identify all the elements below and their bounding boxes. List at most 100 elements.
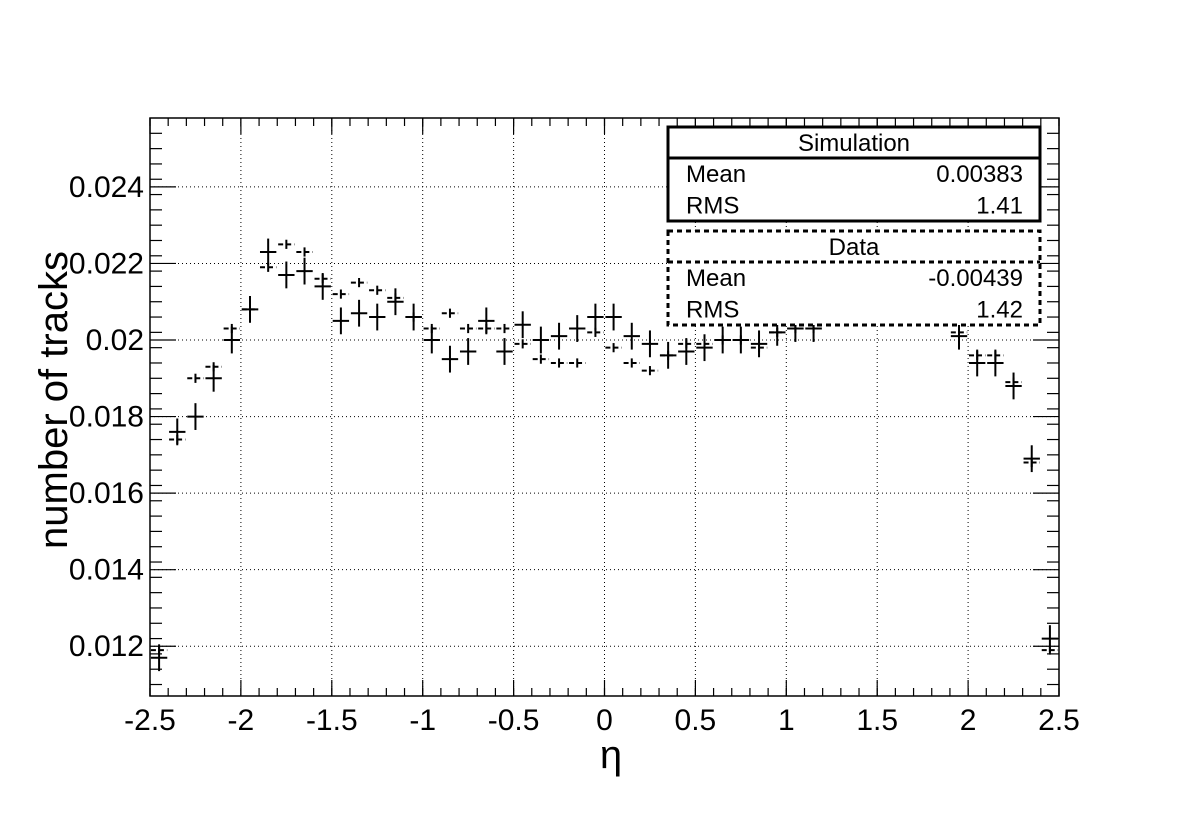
simulation-point <box>623 322 640 350</box>
y-tick-label: 0.014 <box>69 554 144 587</box>
x-tick-label: -2.5 <box>124 704 176 737</box>
data-point <box>805 323 822 334</box>
data-point <box>987 350 1004 360</box>
data-point <box>678 339 695 349</box>
data-point <box>205 362 222 372</box>
data-point <box>623 358 640 368</box>
data-point <box>587 327 604 337</box>
y-tick-label: 0.022 <box>69 247 144 280</box>
x-tick-label: 2 <box>960 704 977 737</box>
data-point <box>950 327 968 337</box>
data-point <box>514 339 531 349</box>
data-point <box>459 323 477 334</box>
data-point <box>441 308 459 318</box>
simulation-point <box>514 311 531 339</box>
simulation-point <box>259 238 277 266</box>
data-point <box>696 339 713 349</box>
simulation-point <box>550 322 568 350</box>
x-tick-label: 1 <box>778 704 795 737</box>
simulation-point <box>278 261 295 289</box>
data-point <box>714 335 731 345</box>
simulation-point <box>441 345 459 373</box>
stats-box-title: Simulation <box>798 130 910 157</box>
x-tick-label: 0 <box>596 704 613 737</box>
axis-ticks <box>149 118 1060 696</box>
data-point <box>314 274 331 284</box>
data-point <box>769 327 786 337</box>
data-point <box>605 343 622 353</box>
data-point <box>1041 645 1059 655</box>
simulation-point <box>296 257 313 285</box>
data-point <box>387 293 404 303</box>
x-tick-label: 1.5 <box>856 704 898 737</box>
data-point <box>369 285 386 295</box>
simulation-point <box>369 303 386 331</box>
data-point <box>1005 377 1022 387</box>
data-point <box>532 354 550 364</box>
stat-value: 0.00383 <box>936 161 1023 188</box>
data-point <box>641 366 659 376</box>
data-point <box>332 289 350 299</box>
data-point <box>1023 457 1040 468</box>
data-point <box>732 335 750 345</box>
plot-frame <box>149 117 1060 697</box>
data-point <box>550 358 568 368</box>
simulation-point <box>496 338 513 365</box>
data-point <box>223 323 240 334</box>
data-point <box>259 262 277 272</box>
data-point <box>150 645 168 655</box>
stats-boxes: Simulation Mean 0.00383 RMS 1.41 Data Mean -0.0… <box>666 125 1042 327</box>
data-point <box>423 323 440 334</box>
data-point <box>296 247 313 257</box>
data-stats-box: Data Mean -0.00439 RMS 1.42 <box>666 229 1042 327</box>
x-tick-label: -2 <box>228 704 255 737</box>
stat-value: -0.00439 <box>928 265 1023 292</box>
y-tick-label: 0.016 <box>69 477 144 510</box>
stat-label: RMS <box>686 297 739 324</box>
data-point <box>496 323 513 334</box>
y-tick-label: 0.012 <box>69 630 144 663</box>
x-tick-label: 2.5 <box>1038 704 1080 737</box>
data-markers <box>150 238 1059 672</box>
data-point <box>187 373 204 383</box>
simulation-point <box>350 299 368 327</box>
tick-labels: -2.5 -2 -1.5 -1 -0.5 0 0.5 1 1.5 2 2.5 0.012 0.014 0.… <box>69 171 1080 737</box>
simulation-point <box>569 315 586 342</box>
stats-box-border <box>666 229 1042 327</box>
x-tick-label: -0.5 <box>488 704 540 737</box>
data-point <box>659 350 677 360</box>
stat-label: RMS <box>686 193 739 220</box>
data-point <box>787 323 804 334</box>
simulation-point <box>187 403 204 430</box>
data-point <box>405 312 422 322</box>
simulation-point <box>605 303 622 331</box>
simulation-stats-box: Simulation Mean 0.00383 RMS 1.41 <box>666 125 1042 223</box>
y-tick-label: 0.024 <box>69 171 144 204</box>
simulation-point <box>532 326 550 354</box>
simulation-point <box>641 330 659 358</box>
x-tick-label: -1.5 <box>306 704 358 737</box>
stats-box-title: Data <box>829 234 880 261</box>
x-tick-label: 0.5 <box>675 704 717 737</box>
data-point <box>350 278 368 288</box>
stat-label: Mean <box>686 161 746 188</box>
y-tick-label: 0.018 <box>69 401 144 434</box>
stat-value: 1.41 <box>976 193 1023 220</box>
data-point <box>478 323 495 334</box>
simulation-point <box>332 307 350 335</box>
y-axis-title: number of tracks <box>32 251 76 549</box>
simulation-point <box>587 303 604 331</box>
data-point <box>969 350 986 360</box>
x-tick-label: -1 <box>409 704 436 737</box>
data-point <box>569 358 586 368</box>
x-axis-title: η <box>600 733 622 777</box>
data-point <box>278 239 295 249</box>
data-point <box>750 343 768 353</box>
simulation-point <box>459 338 477 365</box>
stat-label: Mean <box>686 265 746 292</box>
y-tick-label: 0.02 <box>86 324 144 357</box>
stats-box-border <box>666 125 1042 223</box>
data-point <box>169 434 186 445</box>
data-point <box>241 304 259 314</box>
